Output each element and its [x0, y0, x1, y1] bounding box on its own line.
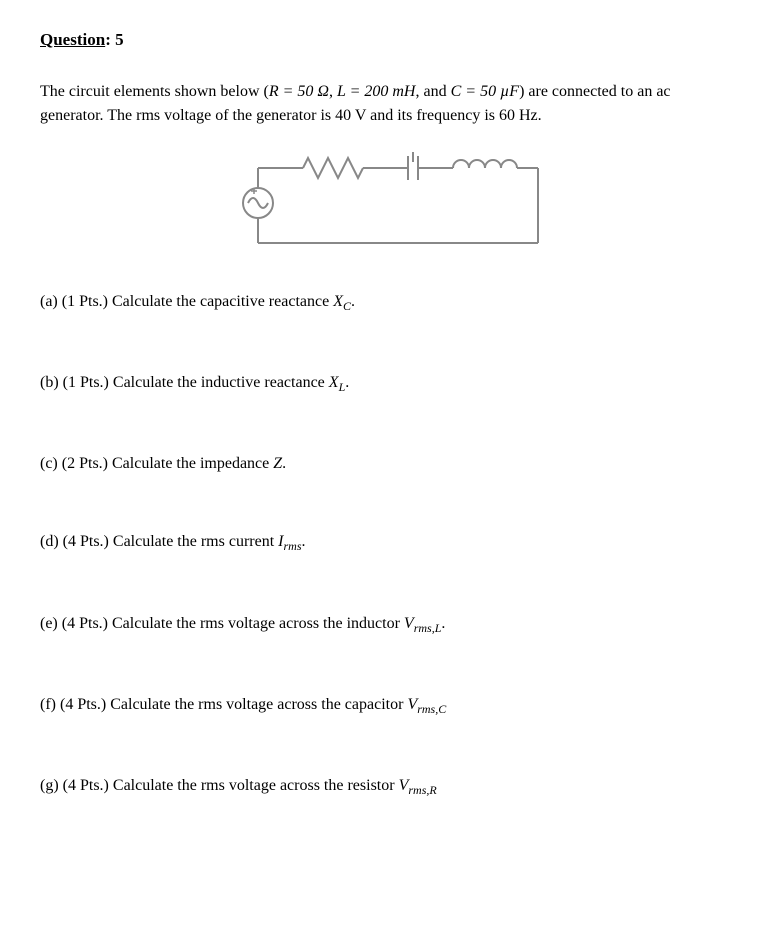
question-header: Question: 5: [40, 30, 736, 50]
part-g-label: (g): [40, 777, 59, 794]
part-a: (a) (1 Pts.) Calculate the capacitive re…: [40, 293, 736, 314]
question-number: 5: [115, 30, 124, 49]
part-g-pts: (4 Pts.): [63, 777, 109, 794]
problem-text-1: The circuit elements shown below (: [40, 83, 269, 100]
part-d: (d) (4 Pts.) Calculate the rms current I…: [40, 533, 736, 554]
part-e-var: V: [404, 615, 414, 632]
part-e-label: (e): [40, 615, 58, 632]
part-a-pts: (1 Pts.): [62, 293, 108, 310]
problem-R: R = 50 Ω: [269, 83, 329, 100]
part-f-text: Calculate the rms voltage across the cap…: [110, 696, 407, 713]
problem-text-3: , and: [415, 83, 450, 100]
part-g-text: Calculate the rms voltage across the res…: [113, 777, 399, 794]
part-b-label: (b): [40, 374, 59, 391]
problem-L: L = 200 mH: [337, 83, 416, 100]
part-g: (g) (4 Pts.) Calculate the rms voltage a…: [40, 777, 736, 798]
circuit-svg: [218, 148, 558, 258]
part-d-end: .: [302, 533, 306, 550]
part-f-pts: (4 Pts.): [60, 696, 106, 713]
part-e-text: Calculate the rms voltage across the ind…: [112, 615, 404, 632]
part-d-pts: (4 Pts.): [63, 533, 109, 550]
part-d-sub: rms: [283, 540, 301, 554]
part-c-var: Z: [273, 455, 282, 472]
circuit-diagram: [40, 148, 736, 263]
part-c-pts: (2 Pts.): [62, 455, 108, 472]
problem-C: C = 50 µF: [451, 83, 519, 100]
part-c-label: (c): [40, 455, 58, 472]
question-colon: :: [105, 30, 115, 49]
part-a-var: X: [333, 293, 343, 310]
part-d-label: (d): [40, 533, 59, 550]
part-f-var: V: [407, 696, 417, 713]
part-c-end: .: [282, 455, 286, 472]
part-b-end: .: [345, 374, 349, 391]
problem-text-2: ,: [329, 83, 337, 100]
part-b-pts: (1 Pts.): [63, 374, 109, 391]
part-b-var: X: [329, 374, 339, 391]
part-c-text: Calculate the impedance: [112, 455, 273, 472]
question-label: Question: [40, 30, 105, 49]
part-a-label: (a): [40, 293, 58, 310]
part-c: (c) (2 Pts.) Calculate the impedance Z.: [40, 455, 736, 473]
part-f: (f) (4 Pts.) Calculate the rms voltage a…: [40, 696, 736, 717]
part-b-text: Calculate the inductive reactance: [113, 374, 329, 391]
part-a-end: .: [351, 293, 355, 310]
part-a-sub: C: [343, 299, 351, 313]
part-b: (b) (1 Pts.) Calculate the inductive rea…: [40, 374, 736, 395]
part-e-end: .: [441, 615, 445, 632]
problem-statement: The circuit elements shown below (R = 50…: [40, 80, 736, 128]
part-e: (e) (4 Pts.) Calculate the rms voltage a…: [40, 615, 736, 636]
part-f-sub: rms,C: [417, 702, 446, 716]
part-d-text: Calculate the rms current: [113, 533, 278, 550]
part-g-var: V: [399, 777, 409, 794]
part-a-text: Calculate the capacitive reactance: [112, 293, 333, 310]
part-e-pts: (4 Pts.): [62, 615, 108, 632]
part-g-sub: rms,R: [408, 783, 436, 797]
part-e-sub: rms,L: [414, 621, 442, 635]
part-f-label: (f): [40, 696, 56, 713]
